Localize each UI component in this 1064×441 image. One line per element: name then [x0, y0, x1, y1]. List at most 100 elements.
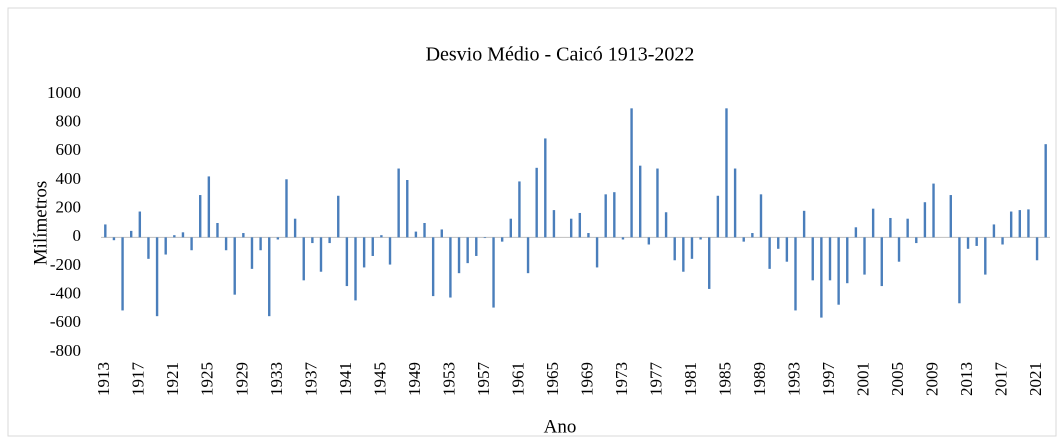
bar [492, 237, 495, 308]
x-tick-label: 1917 [129, 362, 148, 397]
x-tick-label: 2017 [991, 362, 1010, 397]
bar [621, 237, 625, 240]
bar [129, 230, 133, 238]
bar [138, 211, 142, 238]
bar [337, 195, 340, 238]
bar [1027, 209, 1030, 238]
bar [207, 176, 211, 238]
bar [768, 237, 771, 269]
bar [414, 231, 418, 238]
bar [846, 237, 849, 284]
bar [837, 237, 840, 305]
bar [656, 168, 659, 238]
bar [630, 108, 633, 238]
bar [371, 237, 374, 256]
y-tick-label: -800 [50, 341, 81, 360]
bar [820, 237, 823, 318]
bar [259, 237, 262, 251]
bar [966, 237, 970, 249]
bar [500, 237, 504, 242]
bar [155, 237, 159, 317]
bar [716, 195, 720, 238]
y-tick-label: 600 [56, 140, 82, 159]
y-tick-label: 200 [56, 198, 82, 217]
y-tick-label: -200 [50, 255, 81, 274]
bar [647, 237, 651, 245]
bar [268, 237, 271, 317]
bar [302, 237, 305, 281]
x-tick-label: 1977 [646, 362, 665, 397]
bar [345, 237, 349, 287]
bar [518, 181, 521, 238]
bar [388, 237, 392, 265]
bar [949, 195, 952, 238]
bar [466, 237, 469, 264]
x-tick-label: 1949 [405, 362, 424, 396]
chart-frame [7, 7, 1057, 437]
bar [923, 202, 927, 238]
bar [276, 237, 280, 240]
bar [595, 237, 599, 268]
x-tick-label: 1953 [439, 362, 458, 396]
bar [431, 237, 435, 297]
bar [552, 210, 556, 238]
bar [569, 218, 573, 238]
bar [1018, 210, 1022, 238]
bar [1001, 237, 1004, 245]
y-tick-label: 1000 [47, 83, 81, 102]
bar [293, 218, 297, 238]
bar [915, 237, 918, 244]
bar [708, 237, 711, 289]
bar [759, 194, 763, 238]
bar [785, 237, 789, 262]
bar [224, 237, 228, 251]
bar [112, 237, 116, 241]
bar [587, 233, 590, 238]
bar [242, 233, 245, 238]
x-tick-label: 1913 [94, 362, 113, 396]
bar [802, 210, 806, 238]
bar [483, 237, 487, 239]
x-tick-label: 1985 [715, 362, 734, 396]
x-tick-label: 1993 [784, 362, 803, 396]
bar [526, 237, 530, 274]
y-tick-label: -600 [50, 312, 81, 331]
y-tick-label: -400 [50, 284, 81, 303]
bar [889, 217, 892, 238]
x-tick-label: 2001 [853, 362, 872, 396]
bar [958, 237, 961, 304]
bar [932, 183, 935, 238]
x-tick-label: 1937 [301, 362, 320, 397]
x-tick-label: 1989 [750, 362, 769, 396]
bar [725, 108, 728, 238]
bar [328, 237, 331, 244]
bar [992, 224, 996, 238]
bar [544, 138, 547, 238]
x-tick-label: 1941 [336, 362, 355, 396]
bar [181, 232, 185, 238]
bar [733, 168, 737, 238]
y-tick-label: 0 [73, 226, 82, 245]
x-tick-label: 1933 [267, 362, 286, 396]
x-tick-label: 1969 [577, 362, 596, 396]
bar [984, 237, 987, 275]
bar [871, 208, 875, 238]
x-axis-title: Ano [544, 416, 577, 437]
bar [190, 237, 193, 251]
bar [250, 237, 254, 269]
bar [449, 237, 452, 298]
x-tick-label: 1925 [198, 362, 217, 396]
bar [380, 235, 383, 238]
bar [1035, 237, 1039, 261]
bar [362, 237, 366, 268]
bar [639, 165, 642, 238]
y-tick-label: 400 [56, 169, 82, 188]
x-tick-label: 1965 [543, 362, 562, 396]
bar [104, 224, 107, 238]
x-tick-label: 2009 [922, 362, 941, 396]
bar [164, 237, 167, 255]
y-tick-label: 800 [56, 112, 82, 131]
bar [423, 223, 426, 238]
x-tick-label: 1981 [681, 362, 700, 396]
